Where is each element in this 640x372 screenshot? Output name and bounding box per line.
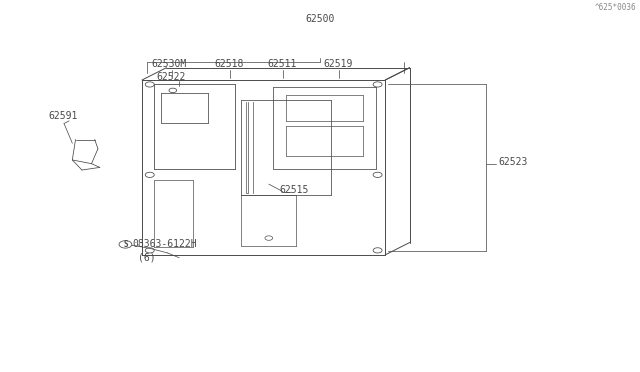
Text: 62515: 62515 (279, 185, 308, 195)
Text: 08363-6122H: 08363-6122H (132, 240, 197, 249)
Text: 62519: 62519 (323, 59, 353, 69)
Text: (6): (6) (138, 253, 156, 262)
Text: 62591: 62591 (48, 111, 77, 121)
Text: 62500: 62500 (305, 15, 335, 24)
Text: 62523: 62523 (498, 157, 527, 167)
Text: 62522: 62522 (156, 72, 186, 82)
Text: S: S (123, 240, 128, 249)
Text: 62518: 62518 (214, 59, 244, 69)
Text: ^625*0036: ^625*0036 (595, 3, 637, 12)
Text: 62530M: 62530M (151, 59, 187, 69)
Text: 62511: 62511 (267, 59, 296, 69)
